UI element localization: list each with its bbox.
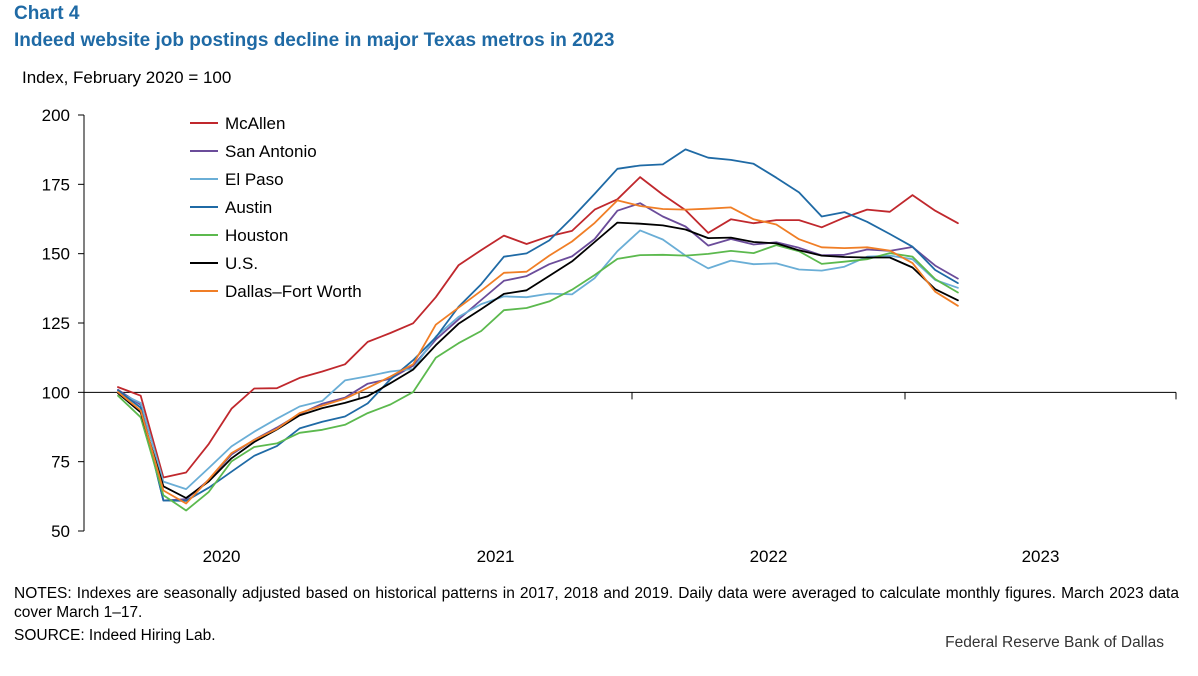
x-tick-label: 2022 xyxy=(750,547,788,566)
series-line-el-paso xyxy=(117,229,959,491)
legend-label: El Paso xyxy=(225,170,284,189)
series-line-austin xyxy=(117,148,959,502)
series-line-u-s xyxy=(117,221,959,499)
x-tick-label: 2020 xyxy=(203,547,241,566)
chart-notes: NOTES: Indexes are seasonally adjusted b… xyxy=(14,585,1179,621)
chart-label: Chart 4 xyxy=(14,3,80,24)
y-tick-label: 125 xyxy=(42,314,70,333)
chart-series-lines xyxy=(117,148,959,512)
y-axis-tick-labels: 50 75 100 125 150 175 200 xyxy=(42,106,70,541)
x-axis-tick-labels: 2020 2021 2022 2023 xyxy=(203,547,1060,566)
x-tick-label: 2023 xyxy=(1022,547,1060,566)
series-line-mcallen xyxy=(117,176,959,479)
chart-legend: McAllen San Antonio El Paso Austin Houston U.… xyxy=(190,114,362,301)
legend-label: McAllen xyxy=(225,114,285,133)
series-line-houston xyxy=(117,244,959,512)
series-line-dallas-fort-worth xyxy=(117,199,959,505)
chart-axes xyxy=(78,114,1177,532)
y-tick-label: 175 xyxy=(42,175,70,194)
y-tick-label: 150 xyxy=(42,245,70,264)
legend-label: San Antonio xyxy=(225,142,317,161)
legend-label: Austin xyxy=(225,198,272,217)
y-tick-label: 100 xyxy=(42,383,70,402)
chart-title: Indeed website job postings decline in m… xyxy=(14,30,615,51)
legend-label: U.S. xyxy=(225,254,258,273)
legend-label: Dallas–Fort Worth xyxy=(225,282,362,301)
x-tick-label: 2021 xyxy=(477,547,515,566)
legend-label: Houston xyxy=(225,226,288,245)
y-tick-label: 200 xyxy=(42,106,70,125)
publisher-credit: Federal Reserve Bank of Dallas xyxy=(945,634,1164,651)
y-tick-label: 50 xyxy=(51,522,70,541)
line-chart: 50 75 100 125 150 175 200 2020 2021 2022 2023 McA… xyxy=(42,106,1177,566)
y-tick-label: 75 xyxy=(51,453,70,472)
y-axis-units-label: Index, February 2020 = 100 xyxy=(22,68,232,87)
chart-source: SOURCE: Indeed Hiring Lab. xyxy=(14,627,216,644)
